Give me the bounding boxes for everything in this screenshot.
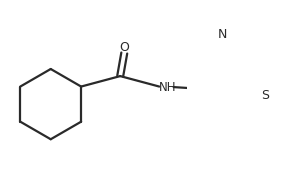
Text: O: O <box>119 41 129 54</box>
Text: NH: NH <box>158 81 176 94</box>
Text: S: S <box>261 89 269 102</box>
Text: N: N <box>218 28 227 41</box>
